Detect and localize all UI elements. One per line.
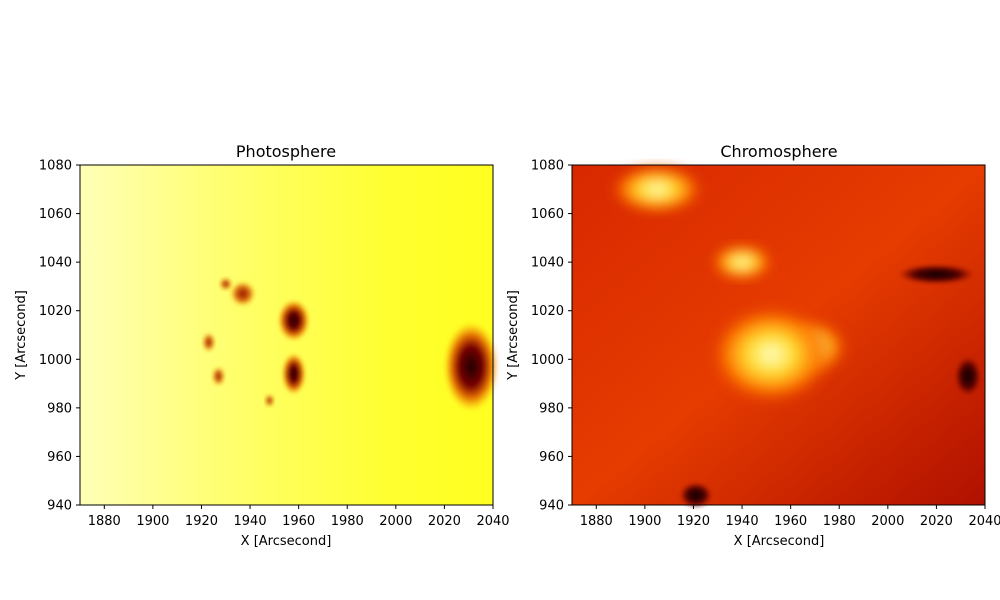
- dark-filament-feature-6: [898, 264, 975, 284]
- x-tick-label: 1920: [185, 514, 218, 529]
- pore-feature-7: [264, 394, 275, 407]
- pore-feature-4: [219, 277, 233, 291]
- y-tick-label: 1060: [39, 207, 72, 222]
- y-tick-label: 960: [47, 450, 72, 465]
- bright-plage-feature-1: [708, 303, 835, 405]
- x-axis-ticks: 1880 1900 1920 1940 1960 1980 2000 2020 2040: [580, 505, 1000, 529]
- heatmap-features: [609, 164, 981, 508]
- x-axis-label: X [Arcsecond]: [734, 534, 825, 549]
- x-tick-label: 1980: [331, 514, 364, 529]
- y-axis-label: Y [Arcsecond]: [506, 290, 521, 381]
- x-tick-label: 1980: [823, 514, 856, 529]
- y-tick-label: 1060: [531, 207, 564, 222]
- x-tick-label: 1900: [136, 514, 169, 529]
- x-tick-label: 1880: [580, 514, 613, 529]
- y-tick-label: 1020: [531, 304, 564, 319]
- y-tick-label: 940: [539, 499, 564, 514]
- photosphere-panel: Photosphere 1880 1900 1920 1940 1960 1980 2000…: [14, 142, 510, 549]
- x-tick-label: 2020: [428, 514, 461, 529]
- x-tick-label: 1900: [628, 514, 661, 529]
- y-tick-label: 980: [539, 401, 564, 416]
- sunspot-feature-2: [282, 353, 306, 395]
- x-tick-label: 2000: [871, 514, 904, 529]
- x-tick-label: 1960: [282, 514, 315, 529]
- x-tick-label: 1880: [88, 514, 121, 529]
- image-area: [572, 164, 985, 508]
- x-axis-label: X [Arcsecond]: [241, 534, 332, 549]
- x-tick-label: 2040: [476, 514, 509, 529]
- y-tick-label: 1040: [531, 256, 564, 271]
- y-tick-label: 1080: [531, 159, 564, 174]
- x-tick-label: 2020: [920, 514, 953, 529]
- x-tick-label: 1940: [726, 514, 759, 529]
- y-tick-label: 940: [47, 499, 72, 514]
- bright-region-feature-3: [609, 164, 705, 215]
- x-tick-label: 2000: [379, 514, 412, 529]
- pore-feature-5: [212, 366, 225, 386]
- chromosphere-panel: Chromosphere 1880 1900 1920 1940 1960 1980 200…: [506, 142, 1000, 549]
- y-tick-label: 1040: [39, 256, 72, 271]
- y-tick-label: 1000: [531, 353, 564, 368]
- dark-spot-feature-5: [680, 482, 712, 508]
- sunspot-feature-0: [443, 322, 499, 411]
- y-axis-ticks: 940 960 980 1000 1020 1040 1060 1080: [531, 159, 572, 514]
- y-axis-label: Y [Arcsecond]: [14, 290, 29, 381]
- plot-frame: [79, 164, 494, 506]
- y-tick-label: 1020: [39, 304, 72, 319]
- panel-title: Chromosphere: [720, 142, 837, 161]
- y-tick-label: 1080: [39, 159, 72, 174]
- y-tick-label: 980: [47, 401, 72, 416]
- x-axis-ticks: 1880 1900 1920 1940 1960 1980 2000 2020 2040: [88, 505, 510, 529]
- y-tick-label: 1000: [39, 353, 72, 368]
- dark-spot-feature-4: [955, 357, 981, 396]
- x-tick-label: 1940: [234, 514, 267, 529]
- y-axis-ticks: 940 960 980 1000 1020 1040 1060 1080: [39, 159, 80, 514]
- bright-region-feature-2: [710, 243, 774, 282]
- x-tick-label: 1960: [774, 514, 807, 529]
- x-tick-label: 1920: [677, 514, 710, 529]
- pore-feature-6: [202, 332, 216, 352]
- image-area: [80, 165, 499, 505]
- sunspot-feature-1: [278, 300, 310, 341]
- plot-frame: [571, 164, 986, 506]
- y-tick-label: 960: [539, 450, 564, 465]
- x-tick-label: 2040: [968, 514, 1000, 529]
- panel-title: Photosphere: [236, 142, 336, 161]
- heatmap-features: [202, 277, 499, 411]
- pore-feature-3: [230, 281, 256, 307]
